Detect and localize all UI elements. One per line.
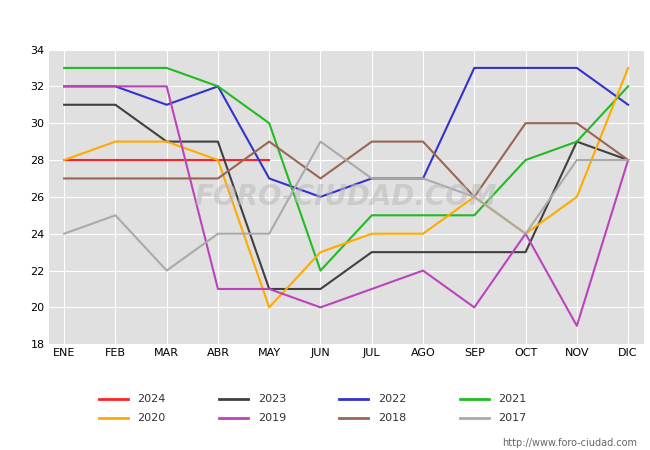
Text: 2022: 2022 bbox=[378, 394, 406, 404]
Text: 2023: 2023 bbox=[257, 394, 286, 404]
Text: 2017: 2017 bbox=[498, 413, 527, 423]
Text: 2020: 2020 bbox=[137, 413, 166, 423]
Text: 2021: 2021 bbox=[498, 394, 527, 404]
Text: 2024: 2024 bbox=[137, 394, 166, 404]
Text: FORO-CIUDAD.COM: FORO-CIUDAD.COM bbox=[195, 183, 497, 211]
Text: http://www.foro-ciudad.com: http://www.foro-ciudad.com bbox=[502, 438, 637, 448]
Text: 2018: 2018 bbox=[378, 413, 406, 423]
Text: 2019: 2019 bbox=[257, 413, 286, 423]
Text: Afiliados en Segart a 31/5/2024: Afiliados en Segart a 31/5/2024 bbox=[183, 14, 467, 33]
